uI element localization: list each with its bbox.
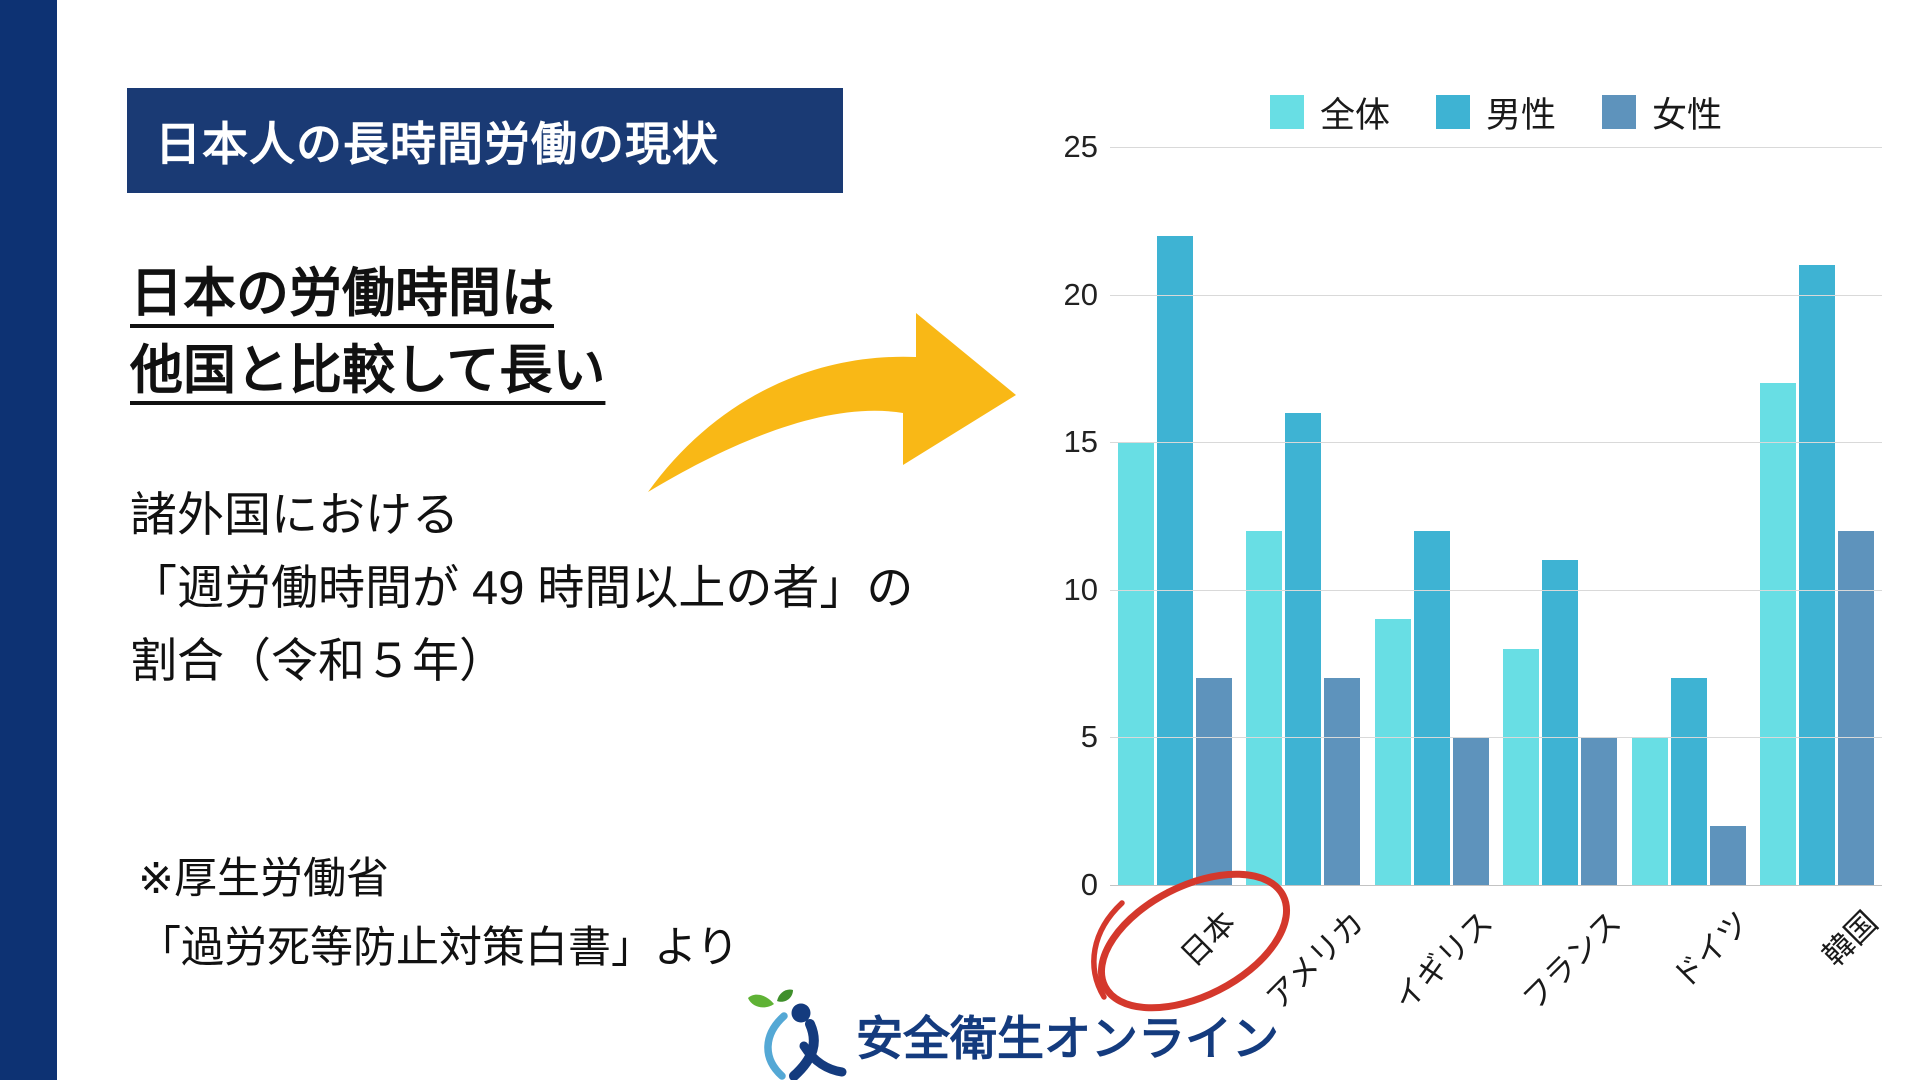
- bar-フランス-男性: [1542, 560, 1579, 885]
- bar-ドイツ-女性: [1709, 825, 1746, 885]
- bar-group-ドイツ: [1631, 678, 1746, 885]
- bar-日本-全体: [1118, 442, 1154, 885]
- x-label-cell: ドイツ: [1632, 885, 1756, 1015]
- footnote-line-1: ※厚生労働省: [138, 855, 390, 903]
- source-footnote: ※厚生労働省 「過労死等防止対策白書」より: [138, 845, 739, 983]
- legend-item-男性: 男性: [1435, 87, 1556, 138]
- footnote-line-2: 「過労死等防止対策白書」より: [138, 924, 740, 972]
- footer-logo: 安全衛生オンライン: [744, 988, 1279, 1080]
- x-label-cell: イギリス: [1375, 885, 1499, 1017]
- bar-フランス-女性: [1581, 737, 1618, 885]
- bar-group-フランス: [1503, 560, 1618, 885]
- bar-アメリカ-女性: [1324, 678, 1361, 885]
- logo-person-icon: [748, 989, 847, 1080]
- gridline-0: [1110, 885, 1882, 886]
- legend-label-全体: 全体: [1319, 95, 1390, 135]
- gridline-25: [1110, 147, 1882, 148]
- x-label-日本: 日本: [1173, 904, 1243, 974]
- bar-アメリカ-男性: [1285, 412, 1322, 885]
- y-tick-label: 10: [1063, 571, 1098, 607]
- legend-swatch-全体: [1269, 95, 1304, 129]
- bar-韓国-全体: [1759, 383, 1796, 885]
- logo-text: 安全衛生オンライン: [856, 1011, 1279, 1065]
- legend-item-女性: 女性: [1602, 87, 1722, 138]
- legend-swatch-女性: [1602, 95, 1636, 129]
- y-tick-label: 15: [1063, 424, 1098, 460]
- curved-arrow-icon: [648, 313, 1016, 492]
- description-line-2: 「週労働時間が 49 時間以上の者」の: [130, 561, 914, 614]
- bar-group-アメリカ: [1246, 412, 1361, 885]
- x-label-cell: フランス: [1503, 885, 1628, 1017]
- gridline-5: [1110, 737, 1882, 739]
- description-line-1: 諸外国における: [130, 488, 459, 541]
- y-tick-label: 20: [1063, 276, 1098, 312]
- bar-group-日本: [1118, 235, 1232, 885]
- x-label-韓国: 韓国: [1815, 904, 1885, 974]
- bar-韓国-女性: [1837, 530, 1874, 885]
- legend-label-女性: 女性: [1652, 95, 1723, 135]
- x-label-cell: 韓国: [1760, 885, 1885, 1015]
- bar-group-韓国: [1759, 265, 1874, 885]
- chart-plot: 日本 アメリカ イギリス フランス ドイツ 韓国 0 5 10 15 20 25: [1064, 129, 1885, 1017]
- x-label-イギリス: イギリス: [1386, 904, 1500, 1018]
- bar-イギリス-男性: [1413, 530, 1450, 885]
- headline-line-1: 日本の労働時間は: [130, 264, 554, 323]
- y-tick-label: 0: [1080, 867, 1098, 902]
- x-label-ドイツ: ドイツ: [1665, 904, 1756, 996]
- legend-item-全体: 全体: [1269, 87, 1390, 138]
- bar-イギリス-女性: [1452, 737, 1489, 885]
- slide-title-banner: 日本人の長時間労働の現状: [127, 88, 843, 193]
- bar-アメリカ-全体: [1246, 530, 1283, 885]
- headline: 日本の労働時間は 他国と比較して長い: [130, 255, 605, 409]
- description-text: 諸外国における 「週労働時間が 49 時間以上の者」の 割合（令和５年）: [130, 478, 913, 697]
- gridline-15: [1110, 442, 1882, 444]
- description-line-3: 割合（令和５年）: [130, 634, 506, 687]
- bar-日本-男性: [1157, 235, 1193, 885]
- bar-フランス-全体: [1503, 648, 1540, 885]
- bar-ドイツ-全体: [1631, 737, 1668, 885]
- bar-日本-女性: [1196, 678, 1232, 885]
- page-title: 日本人の長時間労働の現状: [155, 117, 719, 170]
- x-label-フランス: フランス: [1515, 904, 1628, 1017]
- bar-韓国-男性: [1798, 265, 1835, 885]
- y-tick-label: 5: [1080, 719, 1098, 755]
- chart-bars: [1110, 147, 1882, 885]
- legend-label-男性: 男性: [1485, 95, 1556, 135]
- legend-swatch-男性: [1435, 95, 1470, 129]
- bar-group-イギリス: [1374, 530, 1489, 885]
- y-tick-label: 25: [1063, 129, 1098, 164]
- headline-line-2: 他国と比較して長い: [130, 341, 606, 400]
- gridline-10: [1110, 589, 1882, 591]
- gridline-20: [1110, 294, 1882, 296]
- left-accent-bar: [0, 0, 57, 1080]
- bar-イギリス-全体: [1374, 619, 1411, 885]
- chart-legend: 全体 男性 女性: [1110, 92, 1882, 135]
- bar-ドイツ-男性: [1670, 678, 1707, 885]
